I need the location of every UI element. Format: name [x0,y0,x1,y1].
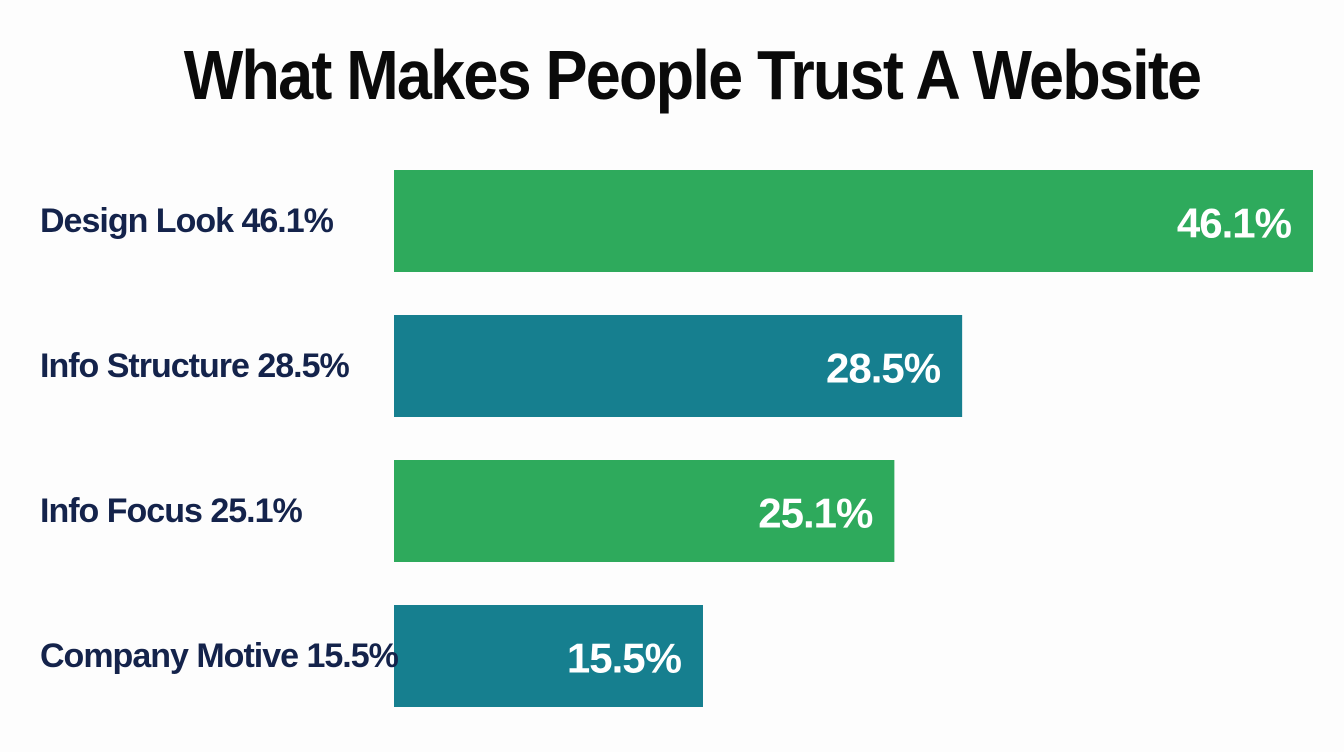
data-label-2: 28.5% [826,345,941,392]
chart-title: What Makes People Trust A Website [183,36,1202,114]
data-label-1: 46.1% [1177,200,1292,247]
bar-3 [394,460,895,562]
category-label-1: Design Look 46.1% [40,202,334,240]
category-label-3: Info Focus 25.1% [40,492,302,530]
category-label-2: Info Structure 28.5% [40,347,350,385]
data-label-4: 15.5% [567,635,682,682]
data-label-3: 25.1% [758,490,873,537]
bar-1 [394,170,1313,272]
bar-4 [394,605,703,707]
category-label-4: Company Motive 15.5% [40,637,399,675]
bar-2 [394,315,963,417]
